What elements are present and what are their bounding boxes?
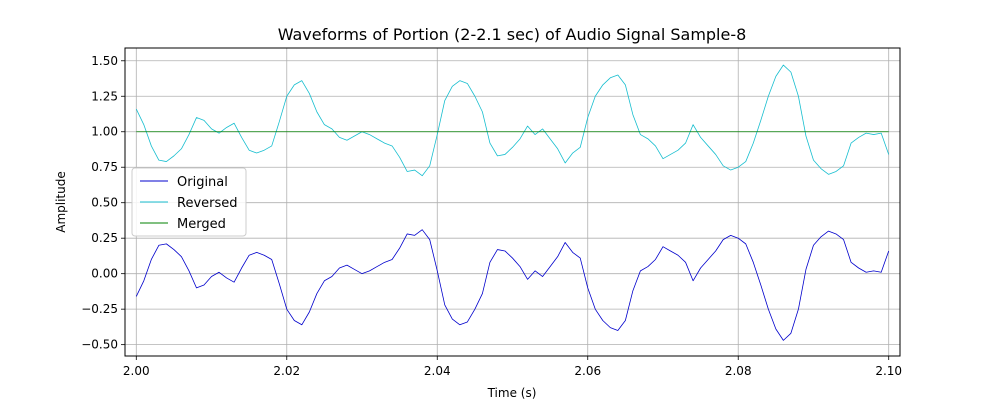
y-tick-label: 1.25: [91, 89, 118, 103]
x-tick-label: 2.02: [273, 364, 300, 378]
grid: [125, 48, 900, 356]
x-axis: 2.00 2.02 2.04 2.06 2.08 2.10: [123, 356, 902, 378]
legend-label-reversed: Reversed: [177, 196, 238, 211]
y-tick-label: 1.50: [91, 54, 118, 68]
y-tick-label: 0.50: [91, 196, 118, 210]
y-tick-label: −0.25: [81, 302, 118, 316]
x-tick-label: 2.00: [123, 364, 150, 378]
legend-label-merged: Merged: [177, 217, 226, 232]
x-tick-label: 2.10: [875, 364, 902, 378]
y-tick-label: −0.50: [81, 338, 118, 352]
plot-frame: [124, 47, 901, 357]
y-tick-label: 0.00: [91, 267, 118, 281]
series-line-original: [135, 229, 890, 341]
legend-label-original: Original: [177, 175, 228, 190]
x-axis-label: Time (s): [487, 386, 537, 400]
y-axis: −0.50 −0.25 0.00 0.25 0.50 0.75 1.00 1.25 1.50: [81, 54, 125, 352]
y-tick-label: 0.75: [91, 160, 118, 174]
legend-box: [131, 167, 247, 237]
y-axis-label: Amplitude: [54, 171, 68, 233]
y-tick-label: 0.25: [91, 231, 118, 245]
x-tick-label: 2.08: [725, 364, 752, 378]
x-tick-label: 2.06: [574, 364, 601, 378]
x-tick-label: 2.04: [424, 364, 451, 378]
chart-title: Waveforms of Portion (2-2.1 sec) of Audi…: [278, 25, 747, 44]
series-line-reversed: [135, 64, 890, 177]
legend: Original Reversed Merged: [131, 167, 247, 237]
y-tick-label: 1.00: [91, 125, 118, 139]
series-lines: [135, 64, 890, 341]
